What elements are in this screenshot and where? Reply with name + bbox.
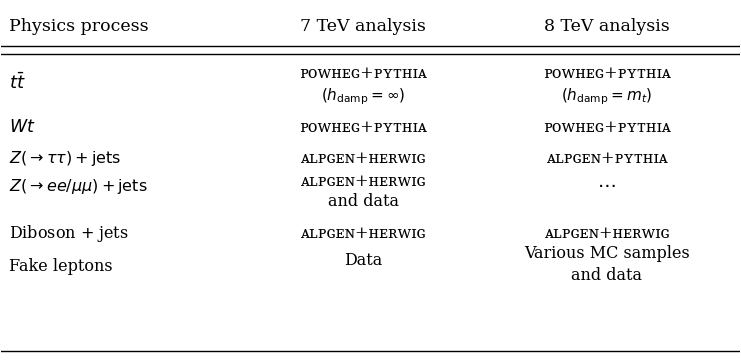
Text: $t\bar{t}$: $t\bar{t}$ (9, 72, 25, 93)
Text: $Z(\to ee/\mu\mu)+\mathrm{jets}$: $Z(\to ee/\mu\mu)+\mathrm{jets}$ (9, 178, 147, 196)
Text: ᴘᴏᴡʜᴇɢ+ᴘʏᴛʜɪᴀ: ᴘᴏᴡʜᴇɢ+ᴘʏᴛʜɪᴀ (543, 119, 671, 136)
Text: ᴀʟᴘɢᴇɴ+ʜᴇʀᴡɪɢ: ᴀʟᴘɢᴇɴ+ʜᴇʀᴡɪɢ (300, 173, 426, 190)
Text: ᴘᴏᴡʜᴇɢ+ᴘʏᴛʜɪᴀ: ᴘᴏᴡʜᴇɢ+ᴘʏᴛʜɪᴀ (299, 65, 427, 82)
Text: and data: and data (571, 267, 642, 284)
Text: $\ldots$: $\ldots$ (597, 172, 616, 191)
Text: Data: Data (344, 252, 382, 269)
Text: and data: and data (328, 193, 399, 210)
Text: $(h_{\mathrm{damp}} = \infty)$: $(h_{\mathrm{damp}} = \infty)$ (321, 86, 405, 107)
Text: ᴘᴏᴡʜᴇɢ+ᴘʏᴛʜɪᴀ: ᴘᴏᴡʜᴇɢ+ᴘʏᴛʜɪᴀ (299, 119, 427, 136)
Text: 8 TeV analysis: 8 TeV analysis (544, 18, 670, 35)
Text: ᴀʟᴘɢᴇɴ+ʜᴇʀᴡɪɢ: ᴀʟᴘɢᴇɴ+ʜᴇʀᴡɪɢ (300, 150, 426, 167)
Text: Diboson $+$ jets: Diboson $+$ jets (9, 223, 128, 244)
Text: ᴀʟᴘɢᴇɴ+ᴘʏᴛʜɪᴀ: ᴀʟᴘɢᴇɴ+ᴘʏᴛʜɪᴀ (546, 150, 668, 167)
Text: Fake leptons: Fake leptons (9, 258, 113, 275)
Text: 7 TeV analysis: 7 TeV analysis (300, 18, 426, 35)
Text: $Wt$: $Wt$ (9, 119, 36, 136)
Text: ᴀʟᴘɢᴇɴ+ʜᴇʀᴡɪɢ: ᴀʟᴘɢᴇɴ+ʜᴇʀᴡɪɢ (544, 225, 670, 242)
Text: $Z(\to\tau\tau)+\mathrm{jets}$: $Z(\to\tau\tau)+\mathrm{jets}$ (9, 148, 122, 168)
Text: $(h_{\mathrm{damp}} = m_t)$: $(h_{\mathrm{damp}} = m_t)$ (561, 86, 652, 107)
Text: Various MC samples: Various MC samples (524, 245, 690, 262)
Text: Physics process: Physics process (9, 18, 148, 35)
Text: ᴘᴏᴡʜᴇɢ+ᴘʏᴛʜɪᴀ: ᴘᴏᴡʜᴇɢ+ᴘʏᴛʜɪᴀ (543, 65, 671, 82)
Text: ᴀʟᴘɢᴇɴ+ʜᴇʀᴡɪɢ: ᴀʟᴘɢᴇɴ+ʜᴇʀᴡɪɢ (300, 225, 426, 242)
